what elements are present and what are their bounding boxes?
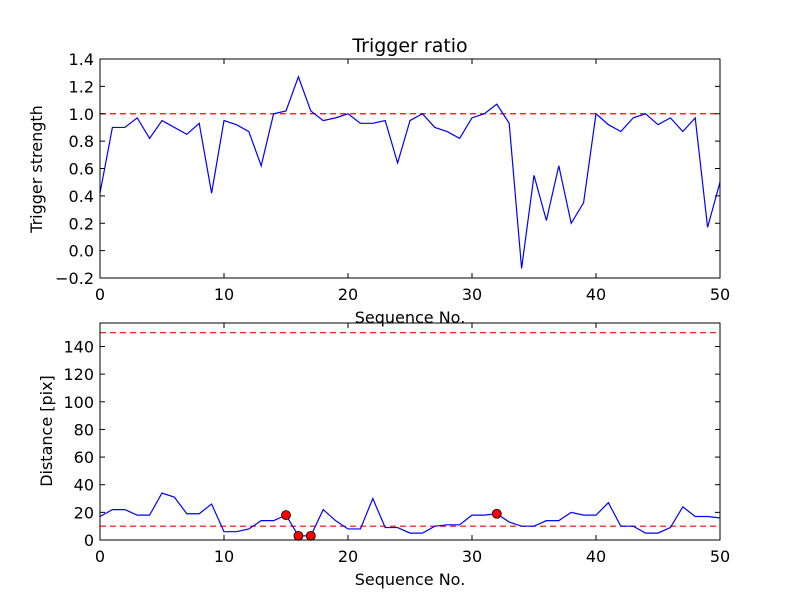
- series-line: [99, 492, 721, 537]
- threshold-lines: [100, 332, 720, 527]
- x-tick-label: 30: [462, 285, 482, 304]
- y-tick-label: 0: [84, 531, 94, 550]
- y-tick-label: 1.4: [69, 50, 94, 69]
- x-axis-label: Sequence No.: [355, 570, 466, 589]
- y-tick-label: 20: [74, 503, 94, 522]
- data-point-marker: [305, 530, 316, 541]
- x-tick-label: 20: [338, 547, 358, 566]
- x-tick-group: 0 10 20 30 40 50: [95, 323, 730, 566]
- x-tick-label: 20: [338, 285, 358, 304]
- x-tick-label: 0: [95, 285, 105, 304]
- y-tick-label: 1.2: [69, 77, 94, 96]
- y-tick-group: 0 20 40 60 80 100 120 140: [63, 337, 720, 550]
- data-point-marker: [491, 508, 502, 519]
- x-tick-label: 30: [462, 547, 482, 566]
- y-axis-label: Trigger strength: [27, 105, 46, 234]
- data-point-marker: [281, 510, 291, 521]
- x-tick-label: 40: [586, 285, 606, 304]
- y-tick-label: 100: [63, 393, 94, 412]
- x-tick-label: 50: [710, 547, 730, 566]
- y-tick-group: −0.2 0.0 0.2 0.4 0.6 0.8 1.0 1.2 1.4: [55, 50, 720, 288]
- x-axis-label: Sequence No.: [355, 308, 466, 327]
- y-tick-label: 120: [63, 365, 94, 384]
- x-tick-label: 10: [214, 285, 234, 304]
- y-tick-label: 0.0: [69, 242, 94, 261]
- y-tick-label: 140: [63, 337, 94, 356]
- y-tick-label: 1.0: [69, 105, 94, 124]
- series-line: [99, 75, 721, 269]
- x-tick-label: 50: [710, 285, 730, 304]
- y-tick-label: 40: [74, 476, 94, 495]
- y-tick-label: 0.6: [69, 160, 94, 179]
- trigger-ratio-chart: Trigger ratio 0 10 20 30 40 50 −0.20.00.20.40…: [27, 35, 730, 327]
- plot-frame: [99, 58, 721, 279]
- data-point-marker: [293, 530, 304, 541]
- y-tick-label: 60: [74, 448, 94, 467]
- distance-chart: 0 10 20 30 40 50 0 20 40 60 80 100 120 140 Sequence …: [37, 322, 730, 589]
- x-tick-label: 0: [95, 547, 105, 566]
- y-tick-label: −0.2: [55, 269, 94, 288]
- plot-frame: [99, 322, 721, 541]
- y-tick-label: 0.4: [69, 187, 94, 206]
- chart-title: Trigger ratio: [351, 35, 467, 57]
- y-axis-label: Distance [pix]: [37, 375, 56, 487]
- series-group: [99, 492, 721, 541]
- y-tick-label: 0.2: [69, 214, 94, 233]
- y-tick-label: 0.8: [69, 132, 94, 151]
- series-group: [99, 75, 721, 269]
- y-tick-label: 80: [74, 420, 94, 439]
- x-tick-label: 40: [586, 547, 606, 566]
- x-tick-label: 10: [214, 547, 234, 566]
- x-tick-group: 0 10 20 30 40 50: [95, 59, 730, 304]
